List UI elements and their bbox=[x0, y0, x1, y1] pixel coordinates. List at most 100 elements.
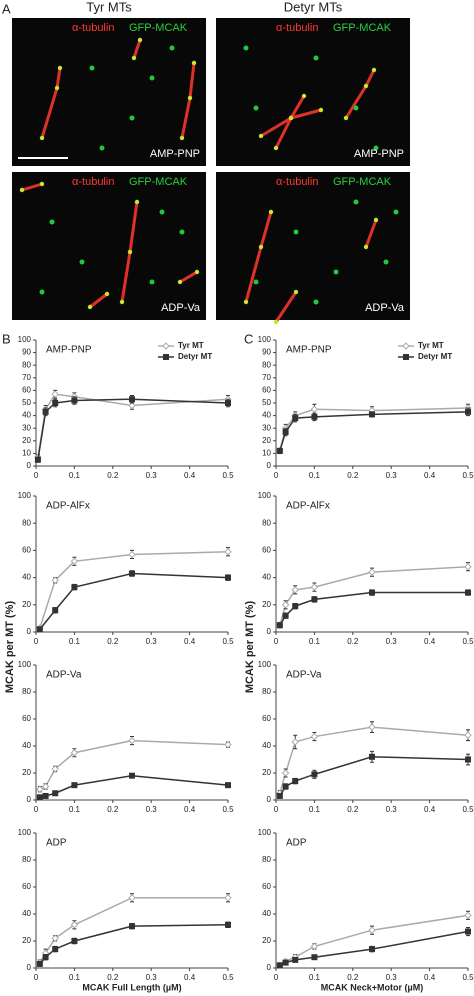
data-point bbox=[368, 568, 376, 576]
data-point bbox=[36, 794, 43, 801]
column-header: Detyr MTs bbox=[284, 0, 343, 14]
mcak-spot bbox=[54, 85, 60, 91]
series-line bbox=[37, 398, 229, 460]
y-tick-label: 30 bbox=[22, 423, 31, 432]
x-tick-label: 0.1 bbox=[309, 637, 321, 646]
data-point bbox=[162, 342, 170, 350]
column-header: Tyr MTs bbox=[86, 0, 132, 14]
chart-annotation: ADP bbox=[286, 838, 307, 849]
y-tick-label: 100 bbox=[18, 335, 32, 344]
y-tick-label: 60 bbox=[262, 546, 271, 555]
x-tick-label: 0.5 bbox=[222, 973, 234, 982]
mcak-spot bbox=[273, 145, 279, 151]
stain-label: α-tubulin bbox=[72, 22, 114, 34]
y-tick-label: 20 bbox=[262, 768, 271, 777]
data-point bbox=[368, 926, 376, 934]
data-point bbox=[71, 397, 78, 404]
mcak-spot bbox=[371, 67, 377, 73]
legend-label: Tyr MT bbox=[178, 341, 204, 350]
micrograph-background bbox=[216, 172, 410, 320]
y-tick-label: 100 bbox=[258, 828, 272, 837]
stain-label: α-tubulin bbox=[276, 176, 318, 188]
data-point bbox=[52, 607, 59, 614]
micrograph: α-tubulin GFP-MCAK AMP-PNP bbox=[216, 18, 410, 166]
data-point bbox=[276, 622, 283, 629]
micrograph: α-tubulin GFP-MCAK AMP-PNP bbox=[12, 18, 206, 166]
stain-label: GFP-MCAK bbox=[129, 176, 188, 188]
x-tick-label: 0 bbox=[34, 637, 39, 646]
stain-label: GFP-MCAK bbox=[129, 22, 188, 34]
y-tick-label: 20 bbox=[22, 600, 31, 609]
y-tick-label: 80 bbox=[22, 518, 31, 527]
y-tick-label: 90 bbox=[262, 348, 271, 357]
y-tick-label: 60 bbox=[262, 882, 271, 891]
data-point bbox=[52, 400, 59, 406]
y-tick-label: 70 bbox=[262, 373, 271, 382]
stain-label: α-tubulin bbox=[276, 22, 318, 34]
y-axis-label: MCAK per MT (%) bbox=[244, 601, 256, 694]
data-point bbox=[310, 732, 319, 741]
chart: 0 20 40 60 80 100 0 0.1 0.2 0.3 0.4 0.5 ADP MCAK Full… bbox=[18, 828, 234, 992]
condition-label: ADP-Va bbox=[365, 302, 405, 314]
data-point bbox=[42, 792, 49, 799]
x-tick-label: 0.4 bbox=[184, 805, 196, 814]
y-tick-label: 90 bbox=[22, 348, 31, 357]
data-point bbox=[225, 400, 231, 406]
data-point bbox=[225, 782, 231, 789]
mcak-spot bbox=[89, 65, 95, 71]
y-tick-label: 40 bbox=[262, 741, 271, 750]
y-tick-label: 70 bbox=[22, 373, 31, 382]
y-tick-label: 10 bbox=[22, 449, 31, 458]
y-tick-label: 100 bbox=[18, 828, 32, 837]
x-axis-label: MCAK Full Length (µM) bbox=[82, 982, 181, 992]
condition-label: ADP-Va bbox=[161, 302, 201, 314]
mcak-spot bbox=[258, 133, 264, 139]
x-tick-label: 0.2 bbox=[107, 471, 119, 480]
data-point bbox=[311, 954, 318, 961]
data-point bbox=[311, 413, 318, 420]
x-tick-label: 0.2 bbox=[347, 805, 359, 814]
x-tick-label: 0.2 bbox=[347, 973, 359, 982]
x-tick-label: 0.1 bbox=[69, 805, 81, 814]
data-point bbox=[51, 390, 59, 398]
y-tick-label: 0 bbox=[267, 627, 272, 636]
x-tick-label: 0.4 bbox=[424, 471, 436, 480]
mcak-spot bbox=[179, 229, 185, 235]
x-tick-label: 0.4 bbox=[184, 471, 196, 480]
x-tick-label: 0 bbox=[274, 637, 279, 646]
x-tick-label: 0.2 bbox=[107, 637, 119, 646]
data-point bbox=[464, 563, 472, 571]
mcak-spot bbox=[187, 95, 193, 101]
data-point bbox=[291, 586, 299, 594]
chart: 0 10 20 30 40 50 60 70 80 90 100 0 0.1 0.2 0.3 0.4 0.5 AM… bbox=[18, 335, 234, 480]
mcak-spot bbox=[131, 55, 137, 61]
mcak-spot bbox=[137, 37, 143, 43]
x-tick-label: 0.1 bbox=[309, 973, 321, 982]
data-point bbox=[51, 934, 59, 943]
mcak-spot bbox=[243, 299, 249, 305]
data-point bbox=[42, 408, 49, 415]
data-point bbox=[292, 778, 299, 785]
y-tick-label: 40 bbox=[22, 573, 31, 582]
mcak-spot bbox=[159, 209, 165, 215]
data-point bbox=[310, 583, 319, 591]
y-tick-label: 20 bbox=[22, 936, 31, 945]
y-tick-label: 0 bbox=[27, 461, 32, 470]
mcak-spot bbox=[253, 279, 259, 285]
y-tick-label: 30 bbox=[262, 423, 271, 432]
mcak-spot bbox=[191, 60, 197, 66]
y-tick-label: 80 bbox=[262, 360, 271, 369]
series-line bbox=[279, 591, 468, 626]
data-point bbox=[402, 342, 410, 350]
data-point bbox=[291, 738, 299, 746]
series-line bbox=[279, 411, 469, 452]
x-tick-label: 0.2 bbox=[107, 973, 119, 982]
x-tick-label: 0 bbox=[274, 805, 279, 814]
mcak-spot bbox=[363, 83, 369, 89]
x-tick-label: 0.3 bbox=[386, 637, 398, 646]
x-tick-label: 0.4 bbox=[424, 637, 436, 646]
y-tick-label: 0 bbox=[267, 461, 272, 470]
x-tick-label: 0.1 bbox=[309, 805, 321, 814]
y-tick-label: 60 bbox=[22, 546, 31, 555]
legend-label: Tyr MT bbox=[418, 341, 444, 350]
